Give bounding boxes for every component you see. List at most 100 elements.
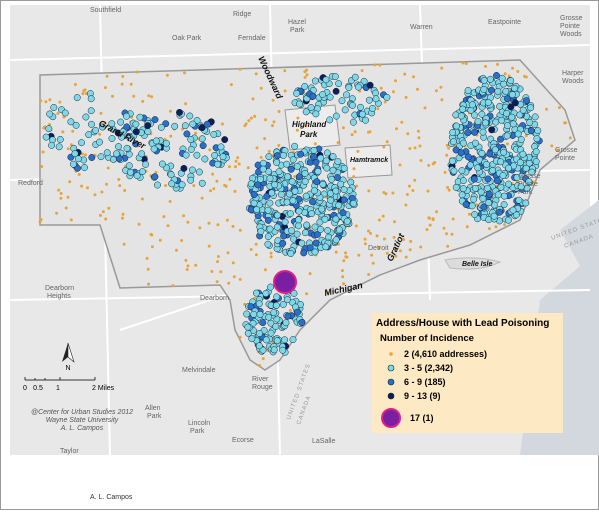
incidence-dot: [486, 150, 494, 158]
incidence-dot: [450, 138, 457, 146]
incidence-dot: [281, 218, 289, 226]
incidence-dot: [332, 112, 340, 120]
incidence-dot: [214, 160, 222, 168]
incidence-dot: [145, 256, 149, 260]
incidence-dot: [273, 337, 281, 345]
legend-box: [372, 313, 563, 433]
incidence-dot: [256, 310, 264, 318]
incidence-dot: [340, 269, 344, 273]
incidence-dot: [246, 166, 250, 170]
incidence-dot: [307, 104, 315, 111]
incidence-dot: [125, 162, 133, 170]
incidence-dot: [68, 180, 72, 184]
incidence-dot: [87, 95, 95, 103]
incidence-dot: [409, 239, 413, 243]
incidence-dot: [254, 253, 258, 257]
incidence-dot: [519, 106, 527, 114]
incidence-dot: [99, 213, 102, 217]
incidence-dot: [268, 189, 276, 197]
incidence-dot: [479, 195, 487, 203]
incidence-dot: [334, 174, 341, 182]
incidence-dot: [342, 282, 346, 286]
incidence-dot: [488, 126, 496, 134]
incidence-dot: [301, 229, 309, 237]
place-label: Ecorse: [232, 437, 254, 444]
incidence-dot: [394, 254, 398, 258]
incidence-dot: [532, 148, 540, 156]
incidence-dot: [273, 152, 281, 160]
incidence-dot: [234, 159, 238, 163]
incidence-dot: [101, 210, 105, 214]
incidence-dot: [290, 235, 298, 243]
incidence-dot: [167, 171, 175, 179]
incidence-dot: [313, 142, 317, 146]
legend-label: 2 (4,610 addresses): [404, 349, 487, 359]
incidence-dot: [121, 216, 124, 220]
incidence-dot: [480, 77, 488, 84]
incidence-dot: [508, 91, 516, 99]
incidence-dot: [427, 163, 431, 167]
incidence-dot: [404, 255, 408, 259]
incidence-dot: [59, 192, 63, 195]
incidence-dot: [115, 143, 122, 151]
incidence-dot: [323, 164, 331, 172]
incidence-dot: [284, 173, 292, 181]
incidence-dot: [460, 139, 467, 147]
incidence-dot: [511, 99, 519, 107]
incidence-dot: [210, 131, 218, 138]
incidence-dot: [293, 163, 301, 170]
legend-symbol: [381, 408, 401, 428]
incidence-dot: [458, 167, 466, 175]
incidence-dot: [459, 177, 467, 185]
incidence-dot: [158, 238, 162, 242]
incidence-dot: [403, 72, 407, 76]
incidence-dot: [440, 66, 444, 70]
incidence-dot: [509, 206, 517, 214]
incidence-dot: [209, 189, 212, 193]
incidence-dot: [329, 153, 337, 160]
incidence-dot: [267, 149, 271, 153]
incidence-dot: [289, 336, 297, 344]
incidence-dot: [467, 212, 471, 216]
incidence-dot: [293, 175, 297, 178]
incidence-dot: [298, 239, 306, 247]
incidence-dot: [303, 75, 307, 79]
incidence-dot: [517, 183, 525, 191]
incidence-dot: [418, 144, 422, 148]
incidence-dot: [182, 151, 190, 159]
incidence-dot: [332, 87, 340, 95]
incidence-dot: [505, 164, 513, 172]
incidence-dot: [408, 147, 412, 150]
incidence-dot: [360, 69, 364, 73]
incidence-dot: [220, 122, 224, 126]
incidence-dot: [352, 175, 356, 179]
incidence-dot: [291, 142, 299, 150]
incidence-dot: [129, 82, 133, 86]
incidence-dot: [496, 102, 504, 110]
incidence-dot: [484, 175, 492, 183]
incidence-dot: [271, 181, 279, 189]
incidence-dot: [376, 107, 380, 111]
incidence-dot: [279, 346, 287, 354]
incidence-dot: [183, 71, 186, 75]
incidence-dot: [383, 100, 387, 104]
incidence-dot: [221, 136, 229, 144]
incidence-dot: [439, 85, 443, 89]
incidence-dot: [223, 183, 227, 187]
incidence-dot: [253, 114, 257, 118]
incidence-dot: [264, 240, 272, 248]
incidence-dot: [93, 193, 97, 197]
incidence-dot: [289, 197, 297, 205]
incidence-dot: [103, 149, 111, 157]
incidence-dot: [166, 224, 170, 228]
incidence-dot: [363, 242, 367, 246]
incidence-dot: [132, 140, 140, 148]
incidence-dot: [168, 180, 176, 188]
incidence-dot: [326, 93, 334, 101]
incidence-dot: [379, 86, 383, 90]
incidence-dot: [189, 120, 197, 128]
incidence-dot: [266, 174, 274, 182]
incidence-dot: [266, 199, 274, 207]
incidence-dot: [498, 74, 506, 82]
incidence-dot: [340, 186, 348, 194]
